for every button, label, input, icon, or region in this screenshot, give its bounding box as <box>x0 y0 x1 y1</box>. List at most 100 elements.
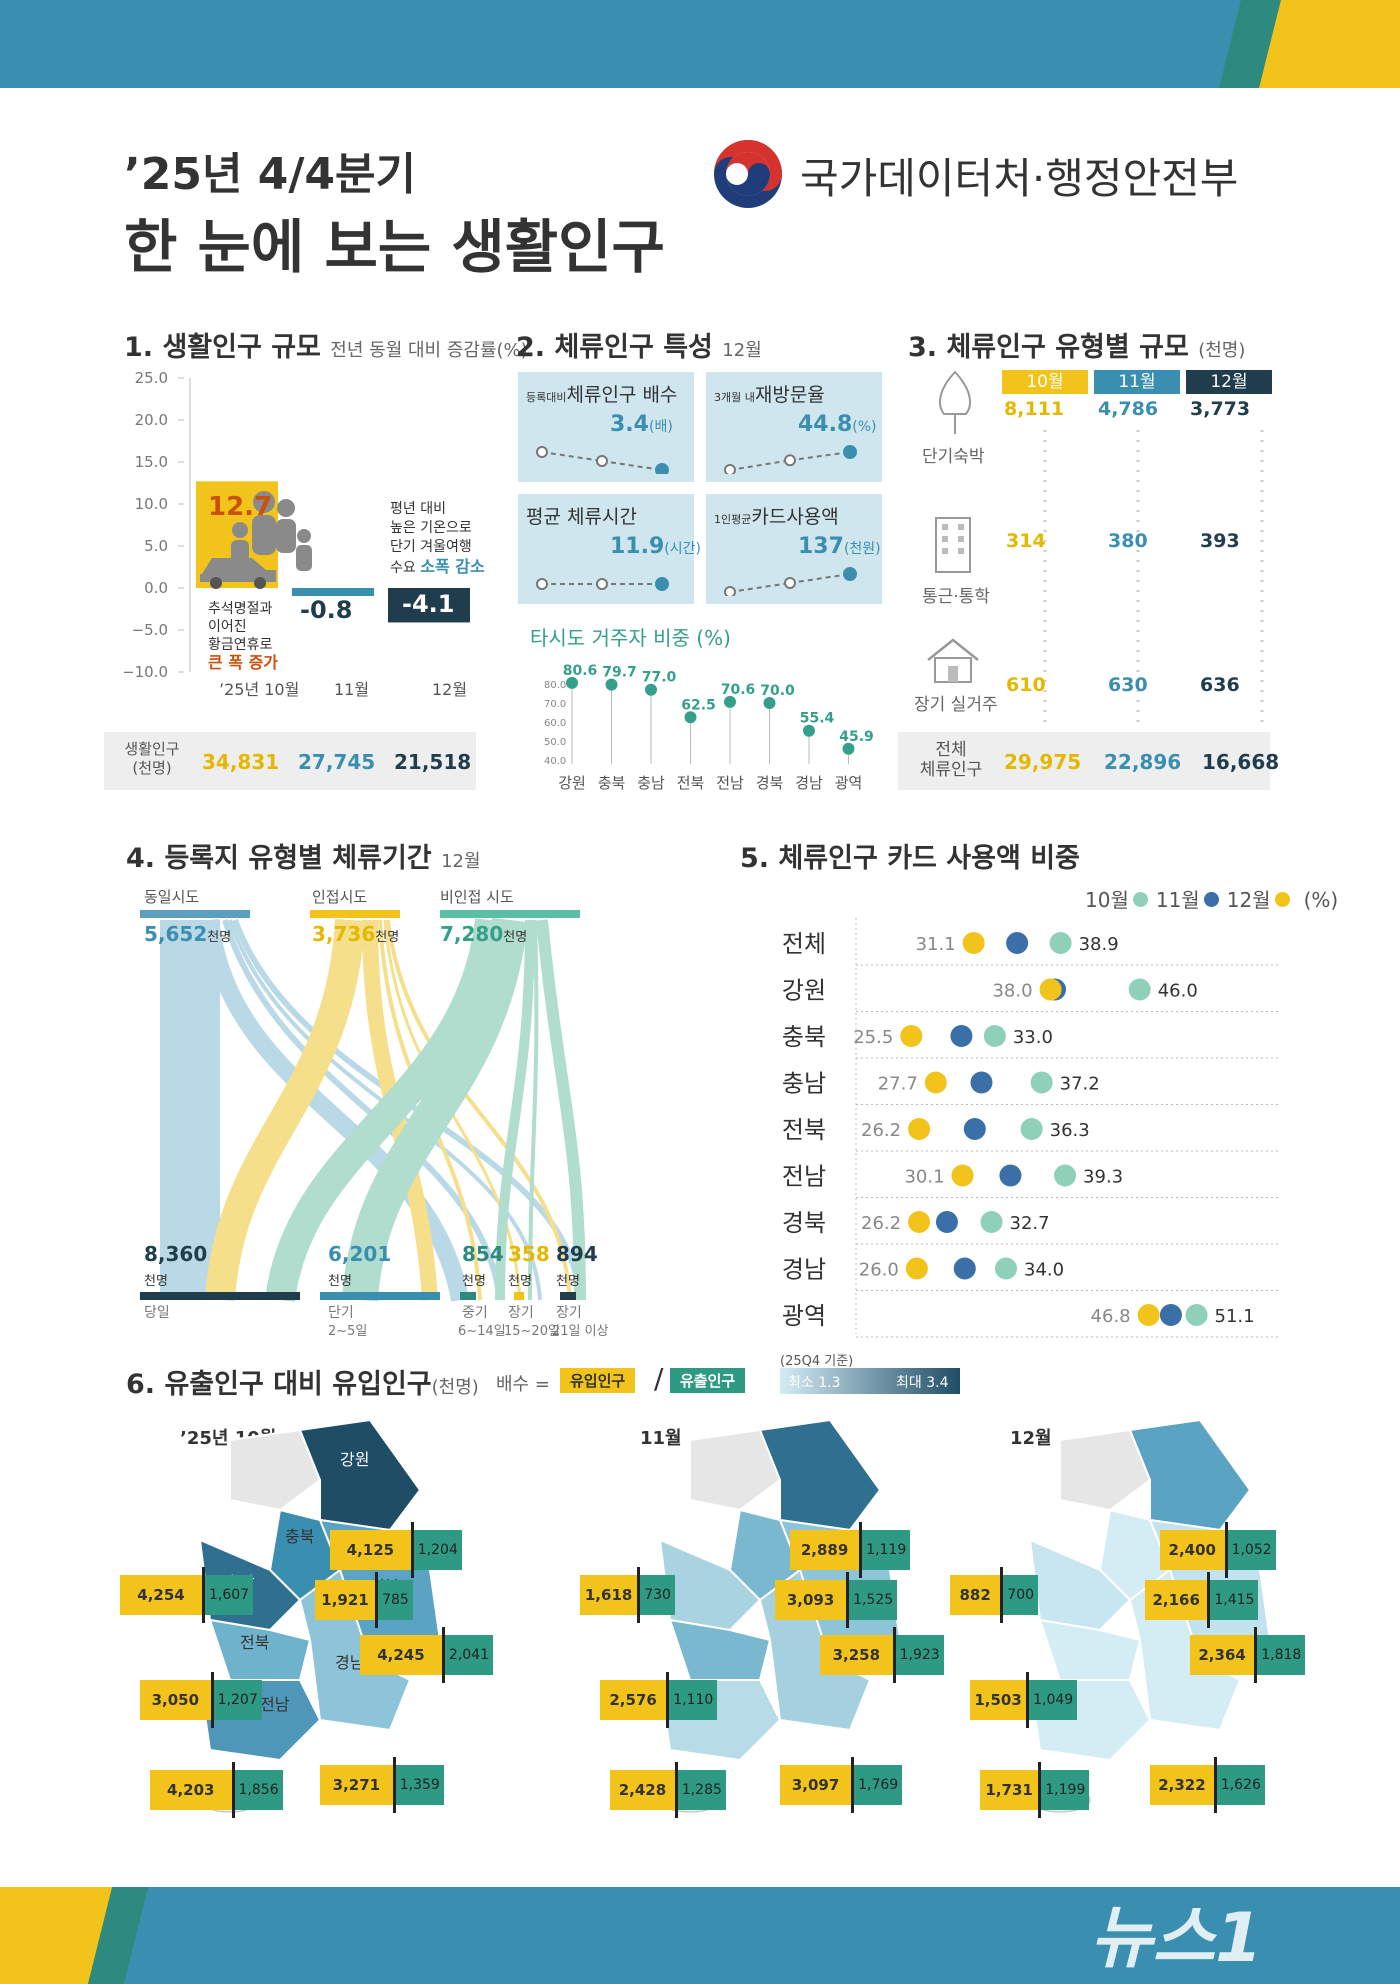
divider <box>859 1522 863 1578</box>
lollipop-point <box>645 683 657 696</box>
y-tick-label: −10.0 <box>124 663 168 681</box>
s4-source-value: 3,736천명 <box>312 922 400 946</box>
dot-11월 <box>953 1257 976 1280</box>
s3-month-dec: 12월 <box>1186 370 1272 394</box>
y-tick-label: 70.0 <box>544 699 566 710</box>
bottom-band <box>0 1887 1400 1984</box>
s1-total-dec: 21,518 <box>394 750 472 774</box>
outflow-bar: 2,041 <box>444 1635 493 1675</box>
dot-11월 <box>950 1025 973 1047</box>
s1-value-dec: -4.1 <box>402 590 455 618</box>
dot-12월 <box>924 1071 947 1094</box>
outflow-bar: 1,110 <box>669 1680 718 1720</box>
dot-10월 <box>1185 1304 1208 1326</box>
inflow-bar: 3,093 <box>775 1580 847 1620</box>
tree-icon <box>939 370 971 434</box>
s4-target-unit: 천명 <box>508 1274 532 1289</box>
x-tick-label: 경북 <box>756 774 784 792</box>
y-tick-label: 50.0 <box>544 737 566 748</box>
y-tick-label: 15.0 <box>135 453 168 471</box>
inflow-bar: 4,254 <box>120 1575 202 1615</box>
divider <box>666 1672 670 1728</box>
dot-12월 <box>1039 978 1062 1001</box>
s4-target-label: 장기 <box>556 1305 582 1321</box>
inflow-bar: 3,271 <box>320 1765 393 1805</box>
divider <box>410 1522 414 1578</box>
s4-target-value: 6,201 <box>328 1242 392 1266</box>
divider <box>1213 1757 1217 1813</box>
outflow-bar: 1,769 <box>854 1765 903 1805</box>
s3-total-label: 전체 체류인구 <box>919 740 983 780</box>
divider <box>1224 1522 1228 1578</box>
dot-11월 <box>963 1118 986 1140</box>
dot-10월 <box>1049 932 1072 954</box>
row-label: 충북 <box>782 1023 826 1051</box>
data-label: 80.6 <box>563 663 598 679</box>
page-title: 한 눈에 보는 생활인구 <box>124 213 665 281</box>
s3-month-oct: 10월 <box>1002 370 1088 394</box>
max-label: 51.1 <box>1215 1306 1255 1327</box>
x-tick-label: 경남 <box>795 774 823 792</box>
legend-dot-nov <box>1203 892 1219 907</box>
dot-10월 <box>1128 978 1151 1001</box>
data-label: 45.9 <box>839 729 874 745</box>
dot-12월 <box>905 1257 928 1280</box>
max-label: 37.2 <box>1060 1074 1100 1095</box>
region-label: 강원 <box>340 1450 369 1469</box>
legend-dot-dec <box>1274 892 1290 907</box>
s4-target-sub: 15~20일 <box>504 1324 560 1339</box>
dot-10월 <box>983 1025 1006 1047</box>
row-label: 전체 <box>782 930 826 958</box>
inflow-bar: 3,097 <box>780 1765 852 1805</box>
dot-11월 <box>935 1211 958 1233</box>
s5-legend: 10월 11월 12월 (%) <box>1085 888 1339 912</box>
map-title: 12월 <box>1010 1428 1052 1449</box>
s3-total-dec: 16,668 <box>1202 750 1280 774</box>
s3-row-label: 단기숙박 <box>922 447 985 467</box>
s4-title: 4. 등록지 유형별 체류기간 12월 <box>126 843 481 874</box>
inflow-bar: 1,503 <box>970 1680 1027 1720</box>
max-label: 33.0 <box>1013 1027 1053 1048</box>
region-gangwon <box>1128 1420 1252 1532</box>
mini-line-chart <box>536 446 669 474</box>
y-tick-label: −5.0 <box>132 621 168 639</box>
data-label: 62.5 <box>681 697 716 713</box>
inflow-bar: 1,731 <box>980 1770 1039 1810</box>
mini-point <box>784 454 796 467</box>
s6-min: 최소 1.3 <box>788 1375 841 1391</box>
divider <box>851 1757 855 1813</box>
x-tick-label: 전북 <box>677 774 705 792</box>
metric-value: 11.9(시간) <box>610 534 701 559</box>
s2-lollipop-chart: 80.0 70.0 60.0 50.0 40.0 80.6 강원 79.7 충북 77.0 충남 6… <box>544 663 874 792</box>
region-jeonbuk <box>668 1618 772 1681</box>
s4-source-label: 비인접 시도 <box>440 888 514 906</box>
x-tick-label: 충남 <box>637 774 665 792</box>
outflow-bar: 700 <box>1003 1575 1039 1615</box>
x-tick-label: ’25년 10월 <box>219 680 299 699</box>
s3-row-value: 8,111 <box>1004 398 1065 420</box>
s4-target-unit: 천명 <box>462 1274 486 1289</box>
s4-target-value: 8,360 <box>144 1242 208 1266</box>
mini-point <box>655 463 669 474</box>
outflow-bar: 1,207 <box>213 1680 262 1720</box>
metric-label: 3개월 내재방문율 <box>714 384 825 406</box>
car-icon <box>200 558 276 589</box>
inflow-bar: 2,576 <box>600 1680 667 1720</box>
korea-map <box>1028 1420 1272 1813</box>
dot-12월 <box>1137 1304 1160 1326</box>
lollipop-point <box>566 676 578 689</box>
mini-line-chart <box>724 445 857 474</box>
dot-12월 <box>908 1211 931 1233</box>
mini-point <box>843 567 857 581</box>
dot-10월 <box>1030 1071 1053 1094</box>
lollipop-point <box>842 742 855 755</box>
s4-sankey <box>140 910 586 1303</box>
dot-12월 <box>962 932 985 954</box>
divider <box>674 1762 678 1818</box>
row-label: 강원 <box>782 977 826 1005</box>
s6-scale <box>780 1368 960 1394</box>
lollipop-point <box>803 724 815 737</box>
region-jeonbuk <box>1038 1618 1142 1681</box>
s4-source-label: 동일시도 <box>144 888 200 906</box>
s3-row-label: 통근·통학 <box>922 587 990 607</box>
